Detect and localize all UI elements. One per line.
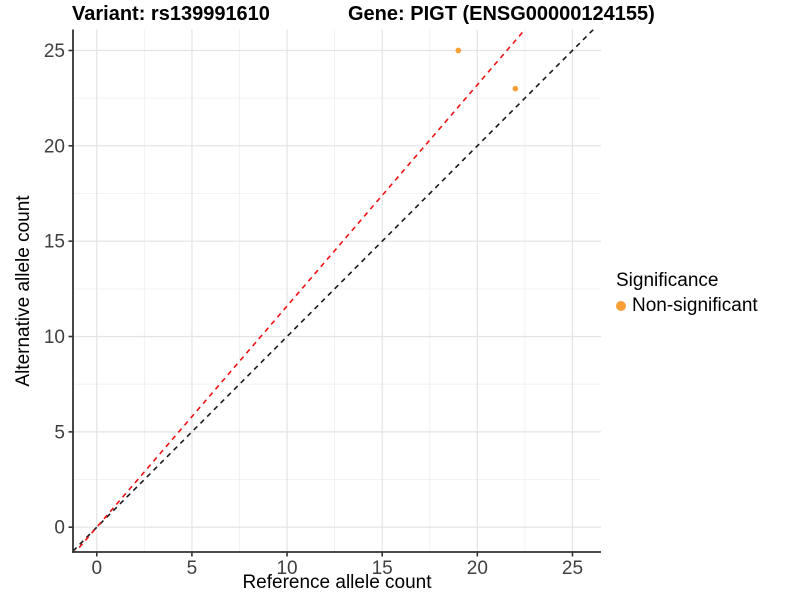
x-tick-label: 20 [467, 558, 488, 579]
x-tick-label: 10 [276, 558, 297, 579]
identity-line [73, 29, 595, 552]
legend-item: Non-significant [616, 295, 758, 317]
y-tick-label: 0 [54, 518, 65, 539]
y-tick-label: 5 [54, 422, 65, 443]
ratio-line [74, 29, 526, 552]
x-tick-label: 25 [562, 558, 583, 579]
x-tick-label: 0 [91, 558, 102, 579]
legend-item-label: Non-significant [632, 295, 758, 316]
legend-title: Significance [616, 270, 719, 291]
x-tick-label: 5 [187, 558, 198, 579]
legend-items: Non-significant [616, 295, 758, 317]
data-point [455, 47, 462, 54]
legend: Significance Non-significant [616, 270, 758, 317]
legend-point-icon [616, 301, 626, 311]
x-tick-label: 15 [372, 558, 393, 579]
y-tick-label: 20 [44, 136, 65, 157]
variant-title: Variant: rs139991610 [72, 3, 270, 25]
gene-title: Gene: PIGT (ENSG00000124155) [348, 3, 655, 25]
data-point [512, 85, 519, 92]
y-tick-label: 15 [44, 232, 65, 253]
y-tick-label: 25 [44, 41, 65, 62]
y-axis-title: Alternative allele count [13, 195, 34, 387]
x-axis-title: Reference allele count [242, 572, 432, 593]
y-tick-label: 10 [44, 327, 65, 348]
